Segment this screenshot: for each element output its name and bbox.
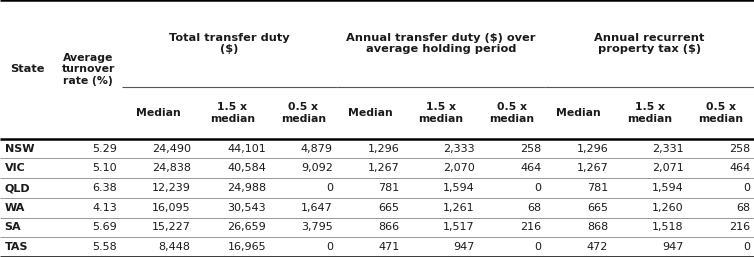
Text: 1,267: 1,267 (368, 163, 400, 173)
Text: 665: 665 (379, 203, 400, 213)
Text: 781: 781 (587, 183, 608, 193)
Text: 30,543: 30,543 (228, 203, 266, 213)
Text: 4.13: 4.13 (93, 203, 117, 213)
Text: 1,647: 1,647 (301, 203, 333, 213)
Text: 464: 464 (520, 163, 541, 173)
Text: WA: WA (5, 203, 25, 213)
Text: 947: 947 (662, 242, 684, 252)
Text: 16,095: 16,095 (152, 203, 191, 213)
Text: 4,879: 4,879 (301, 144, 333, 154)
Text: 1.5 x
median: 1.5 x median (210, 102, 255, 124)
Text: 665: 665 (587, 203, 608, 213)
Text: 947: 947 (454, 242, 475, 252)
Text: 1,517: 1,517 (443, 223, 475, 232)
Text: QLD: QLD (5, 183, 30, 193)
Text: 868: 868 (587, 223, 608, 232)
Text: 0: 0 (535, 183, 541, 193)
Text: 471: 471 (379, 242, 400, 252)
Text: 1,267: 1,267 (576, 163, 608, 173)
Text: Annual transfer duty ($) over
average holding period: Annual transfer duty ($) over average ho… (346, 33, 535, 54)
Text: 216: 216 (729, 223, 750, 232)
Text: 0: 0 (743, 242, 750, 252)
Text: 2,333: 2,333 (443, 144, 475, 154)
Text: 0.5 x
median: 0.5 x median (489, 102, 535, 124)
Text: 2,071: 2,071 (652, 163, 684, 173)
Text: 0: 0 (326, 183, 333, 193)
Text: Median: Median (136, 108, 180, 118)
Text: 68: 68 (527, 203, 541, 213)
Text: 0.5 x
median: 0.5 x median (280, 102, 326, 124)
Text: Median: Median (348, 108, 392, 118)
Text: 3,795: 3,795 (301, 223, 333, 232)
Text: 2,331: 2,331 (652, 144, 684, 154)
Text: State: State (11, 65, 44, 74)
Text: 258: 258 (729, 144, 750, 154)
Text: 781: 781 (379, 183, 400, 193)
Text: 5.29: 5.29 (92, 144, 117, 154)
Text: 464: 464 (729, 163, 750, 173)
Text: 16,965: 16,965 (228, 242, 266, 252)
Text: 9,092: 9,092 (301, 163, 333, 173)
Text: 0: 0 (326, 242, 333, 252)
Text: 15,227: 15,227 (152, 223, 191, 232)
Text: 258: 258 (520, 144, 541, 154)
Text: 216: 216 (520, 223, 541, 232)
Text: 1,296: 1,296 (368, 144, 400, 154)
Text: 44,101: 44,101 (228, 144, 266, 154)
Text: 866: 866 (379, 223, 400, 232)
Text: Total transfer duty
($): Total transfer duty ($) (169, 33, 290, 54)
Text: 12,239: 12,239 (152, 183, 191, 193)
Text: 6.38: 6.38 (93, 183, 117, 193)
Text: 1.5 x
median: 1.5 x median (418, 102, 464, 124)
Text: VIC: VIC (5, 163, 26, 173)
Text: 1,594: 1,594 (443, 183, 475, 193)
Text: 1,296: 1,296 (576, 144, 608, 154)
Text: 1,518: 1,518 (652, 223, 684, 232)
Text: 24,838: 24,838 (152, 163, 191, 173)
Text: 68: 68 (736, 203, 750, 213)
Text: Median: Median (556, 108, 601, 118)
Text: 5.69: 5.69 (93, 223, 117, 232)
Text: 1,594: 1,594 (652, 183, 684, 193)
Text: Average
turnover
rate (%): Average turnover rate (%) (62, 53, 115, 86)
Text: 8,448: 8,448 (159, 242, 191, 252)
Text: 1,261: 1,261 (443, 203, 475, 213)
Text: TAS: TAS (5, 242, 28, 252)
Text: NSW: NSW (5, 144, 34, 154)
Text: 0: 0 (535, 242, 541, 252)
Text: 24,490: 24,490 (152, 144, 191, 154)
Text: SA: SA (5, 223, 21, 232)
Text: 2,070: 2,070 (443, 163, 475, 173)
Text: 0: 0 (743, 183, 750, 193)
Text: 1.5 x
median: 1.5 x median (627, 102, 673, 124)
Text: 472: 472 (587, 242, 608, 252)
Text: 0.5 x
median: 0.5 x median (698, 102, 743, 124)
Text: 40,584: 40,584 (228, 163, 266, 173)
Text: 24,988: 24,988 (227, 183, 266, 193)
Text: 5.58: 5.58 (93, 242, 117, 252)
Text: 5.10: 5.10 (93, 163, 117, 173)
Text: Annual recurrent
property tax ($): Annual recurrent property tax ($) (594, 33, 705, 54)
Text: 26,659: 26,659 (228, 223, 266, 232)
Text: 1,260: 1,260 (652, 203, 684, 213)
